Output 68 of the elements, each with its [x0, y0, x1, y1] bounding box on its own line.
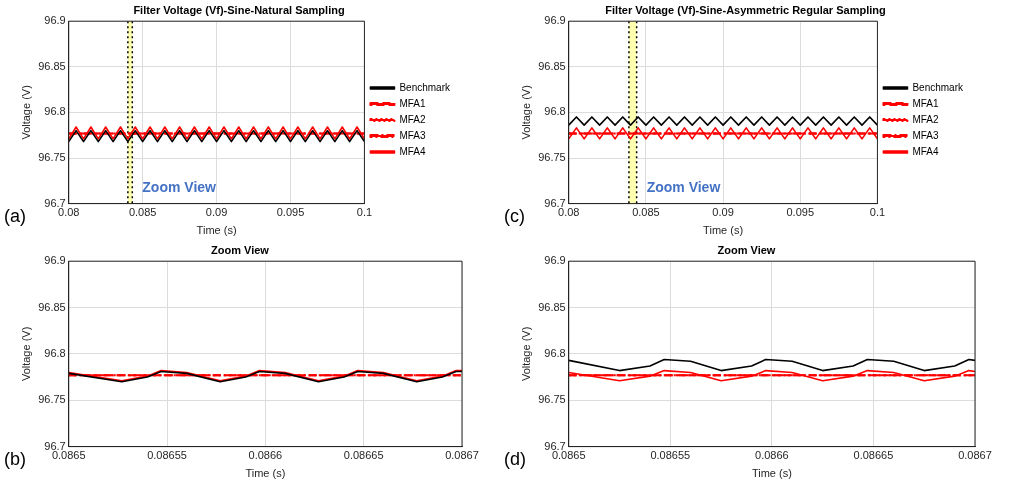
legend-label: MFA3 [399, 129, 426, 141]
legend-label: MFA2 [912, 113, 939, 125]
y-tick-label: 96.7 [44, 196, 66, 209]
y-tick-label: 96.85 [38, 300, 66, 313]
x-tick-label: 0.08665 [853, 449, 894, 462]
x-tick-label: 0.095 [786, 206, 815, 219]
chart-title: Zoom View [717, 243, 776, 256]
y-tick-label: 96.85 [538, 59, 566, 72]
y-tick-label: 96.7 [544, 196, 566, 209]
y-tick-label: 96.9 [544, 254, 566, 267]
y-tick-label: 96.8 [44, 105, 66, 118]
band-label: Zoom View [646, 179, 721, 196]
y-tick-label: 96.9 [44, 14, 66, 27]
text: (a) [4, 205, 26, 226]
text: (d) [504, 448, 526, 469]
x-tick-label: 0.0866 [248, 449, 283, 462]
chart-title: Zoom View [211, 243, 270, 256]
x-tick-label: 0.0865 [551, 449, 586, 462]
chart-title: Filter Voltage (Vf)-Sine-Asymmetric Regular Sampling [605, 3, 886, 16]
y-axis-title: Voltage (V) [19, 326, 32, 382]
y-axis-title: Voltage (V) [19, 85, 32, 140]
x-axis-title: Time (s) [245, 467, 286, 480]
x-axis-title: Time (s) [751, 467, 792, 480]
legend-label: Benchmark [912, 81, 964, 93]
legend-label: MFA1 [399, 97, 426, 109]
y-tick-label: 96.75 [38, 151, 66, 164]
x-tick-label: 0.09 [205, 206, 228, 219]
x-tick-label: 0.08655 [650, 449, 691, 462]
legend-label: Benchmark [399, 81, 451, 93]
x-tick-label: 0.09 [712, 206, 734, 219]
x-tick-label: 0.0867 [958, 449, 992, 462]
y-tick-label: 96.8 [44, 346, 66, 359]
x-tick-label: 0.095 [276, 206, 305, 219]
x-tick-label: 0.0867 [445, 449, 479, 462]
x-axis-title: Time (s) [196, 224, 237, 237]
x-tick-label: 0.085 [128, 206, 157, 219]
chart-title: Filter Voltage (Vf)-Sine-Natural Sampling [133, 3, 345, 16]
x-tick-label: 0.0866 [755, 449, 789, 462]
y-tick-label: 96.7 [544, 439, 566, 452]
x-tick-label: 0.08665 [343, 449, 384, 462]
y-tick-label: 96.8 [544, 346, 566, 359]
y-tick-label: 96.7 [44, 439, 66, 452]
legend-label: MFA3 [912, 129, 939, 141]
text: (c) [504, 205, 525, 226]
x-tick-label: 0.08 [58, 206, 80, 219]
legend-label: MFA2 [399, 113, 426, 125]
y-tick-label: 96.85 [538, 300, 566, 313]
y-tick-label: 96.75 [38, 393, 66, 406]
band-label: Zoom View [142, 179, 217, 196]
x-tick-label: 0.085 [632, 206, 660, 219]
y-tick-label: 96.75 [538, 393, 566, 406]
y-tick-label: 96.85 [38, 59, 66, 72]
x-tick-label: 0.08655 [147, 449, 187, 462]
x-tick-label: 0.08 [558, 206, 580, 219]
text: (b) [4, 448, 26, 469]
y-tick-label: 96.75 [538, 151, 566, 164]
x-axis-title: Time (s) [703, 224, 744, 237]
y-tick-label: 96.9 [544, 14, 566, 27]
y-tick-label: 96.9 [44, 254, 66, 267]
x-tick-label: 0.1 [356, 206, 373, 219]
y-axis-title: Voltage (V) [519, 326, 532, 382]
x-tick-label: 0.1 [869, 206, 886, 219]
legend-label: MFA4 [399, 145, 426, 157]
x-tick-label: 0.0865 [51, 449, 86, 462]
legend-label: MFA4 [912, 145, 939, 157]
y-tick-label: 96.8 [544, 105, 566, 118]
y-axis-title: Voltage (V) [519, 85, 532, 140]
legend-label: MFA1 [912, 97, 939, 109]
